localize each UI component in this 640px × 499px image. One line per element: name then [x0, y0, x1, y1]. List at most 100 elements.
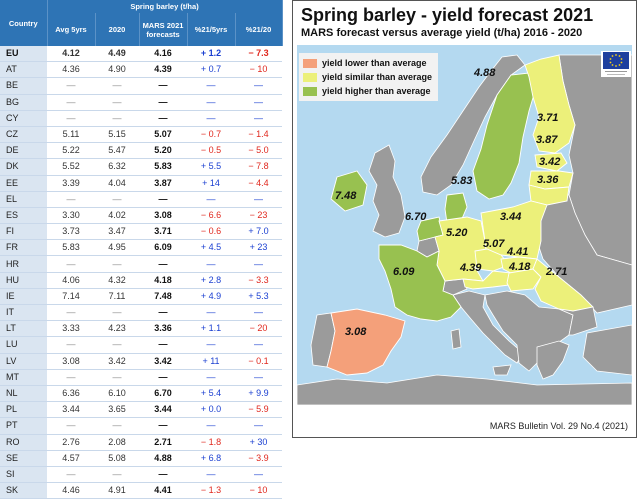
cell-f2021: —: [139, 466, 187, 484]
cell-y2020: —: [95, 336, 139, 354]
cell-f2021: 3.42: [139, 353, 187, 370]
cell-p20: —: [235, 336, 283, 354]
cell-country: EE: [0, 175, 47, 192]
table-row: EL — — — — —: [0, 191, 283, 208]
cell-p20: − 5.0: [235, 142, 283, 160]
cell-p20: —: [235, 304, 283, 322]
cell-f2021: —: [139, 336, 187, 354]
cell-avg: 2.76: [47, 434, 95, 451]
cell-p5: − 0.5: [187, 142, 235, 160]
cell-y2020: 4.32: [95, 272, 139, 289]
cell-p5: —: [187, 417, 235, 435]
cell-y2020: 4.91: [95, 482, 139, 499]
cell-avg: 5.52: [47, 158, 95, 176]
cell-y2020: —: [95, 94, 139, 111]
country-es: [326, 308, 406, 376]
cell-y2020: 4.23: [95, 320, 139, 338]
legend-item-lower: yield lower than average: [303, 56, 432, 70]
cell-p5: + 0.7: [187, 61, 235, 79]
table-row: IE 7.14 7.11 7.48 + 4.9 + 5.3: [0, 288, 283, 306]
cell-f2021: 4.16: [139, 46, 187, 63]
country-it-sicily: [492, 364, 512, 376]
cell-y2020: —: [95, 466, 139, 484]
cell-p5: + 1.1: [187, 320, 235, 338]
cell-p5: —: [187, 110, 235, 127]
yield-table-panel: Country Spring barley (t/ha) Avg 5yrs 20…: [0, 0, 283, 499]
map-value-cz: 5.07: [483, 238, 505, 250]
cell-p20: —: [235, 417, 283, 435]
europe-map: 4.88 3.71 3.87 3.42 3.36 5.83 7.48 6.70 5.20 3.44…: [297, 45, 632, 405]
cell-f2021: 4.18: [139, 272, 187, 289]
cell-f2021: 4.41: [139, 482, 187, 499]
cell-p5: —: [187, 94, 235, 111]
map-value-at: 4.39: [459, 262, 482, 274]
legend-swatch-higher: [303, 86, 317, 96]
cell-avg: —: [47, 191, 95, 208]
cell-f2021: 7.48: [139, 288, 187, 306]
table-row: DE 5.22 5.47 5.20− 0.5− 5.0: [0, 142, 283, 160]
cell-f2021: 3.71: [139, 223, 187, 241]
table-row: LV 3.08 3.42 3.42 + 11− 0.1: [0, 353, 283, 370]
cell-y2020: 3.47: [95, 223, 139, 241]
cell-country: AT: [0, 61, 47, 79]
cell-avg: —: [47, 369, 95, 386]
legend-label-higher: yield higher than average: [322, 86, 431, 96]
table-row: CZ 5.11 5.15 5.07− 0.7− 1.4: [0, 126, 283, 144]
map-value-es: 3.08: [345, 326, 367, 338]
cell-p20: − 0.1: [235, 353, 283, 370]
cell-p20: − 1.4: [235, 126, 283, 144]
map-value-nl: 6.70: [405, 211, 427, 223]
cell-f2021: 5.07: [139, 126, 187, 144]
map-value-sk: 4.41: [506, 246, 528, 258]
cell-y2020: 2.08: [95, 434, 139, 451]
cell-f2021: 4.39: [139, 61, 187, 79]
cell-p20: —: [235, 94, 283, 111]
cell-p20: − 10: [235, 61, 283, 79]
cell-country: PL: [0, 401, 47, 419]
cell-p20: − 7.3: [235, 46, 283, 63]
cell-country: FI: [0, 223, 47, 241]
country-fr: [378, 244, 462, 322]
cell-country: IT: [0, 304, 47, 322]
cell-p5: + 0.0: [187, 401, 235, 419]
header-pct-5yrs: %21/5yrs: [187, 13, 236, 46]
cell-y2020: —: [95, 191, 139, 208]
cell-avg: 3.73: [47, 223, 95, 241]
legend-label-lower: yield lower than average: [322, 58, 427, 68]
cell-p5: − 6.6: [187, 207, 235, 225]
cell-avg: 4.06: [47, 272, 95, 289]
legend-item-similar: yield similar than average: [303, 70, 432, 84]
table-row: HU 4.06 4.32 4.18 + 2.8− 3.3: [0, 272, 283, 289]
header-country: Country: [0, 0, 48, 46]
map-subtitle: MARS forecast versus average yield (t/ha…: [301, 27, 583, 39]
cell-y2020: 4.04: [95, 175, 139, 192]
cell-f2021: 3.08: [139, 207, 187, 225]
cell-country: CZ: [0, 126, 47, 144]
cell-p20: − 3.3: [235, 272, 283, 289]
cell-country: NL: [0, 385, 47, 403]
cell-f2021: 3.44: [139, 401, 187, 419]
cell-y2020: —: [95, 77, 139, 95]
value-labels: 4.88 3.71 3.87 3.42 3.36 5.83 7.48 6.70 5.20 3.44…: [335, 67, 567, 338]
header-2020: 2020: [95, 13, 140, 46]
map-title: Spring barley - yield forecast 2021: [301, 5, 594, 25]
table-row: LT 3.33 4.23 3.36 + 1.1− 20: [0, 320, 283, 338]
table-row: IT — — — — —: [0, 304, 283, 322]
map-value-hu: 4.18: [508, 261, 531, 273]
cell-f2021: —: [139, 304, 187, 322]
cell-y2020: 4.02: [95, 207, 139, 225]
cell-avg: —: [47, 94, 95, 111]
cell-country: CY: [0, 110, 47, 127]
map-value-se: 4.88: [473, 67, 496, 79]
cell-p20: + 30: [235, 434, 283, 451]
table-row: FI 3.73 3.47 3.71− 0.6 + 7.0: [0, 223, 283, 241]
cell-avg: —: [47, 255, 95, 273]
map-value-lt: 3.36: [537, 174, 559, 186]
map-legend: yield lower than average yield similar t…: [299, 53, 439, 101]
cell-p5: + 5.4: [187, 385, 235, 403]
legend-swatch-lower: [303, 58, 317, 68]
map-panel: 4.88 3.71 3.87 3.42 3.36 5.83 7.48 6.70 5.20 3.44…: [292, 0, 637, 438]
cell-f2021: —: [139, 94, 187, 111]
map-value-dk: 5.83: [451, 175, 472, 187]
cell-p20: —: [235, 77, 283, 95]
